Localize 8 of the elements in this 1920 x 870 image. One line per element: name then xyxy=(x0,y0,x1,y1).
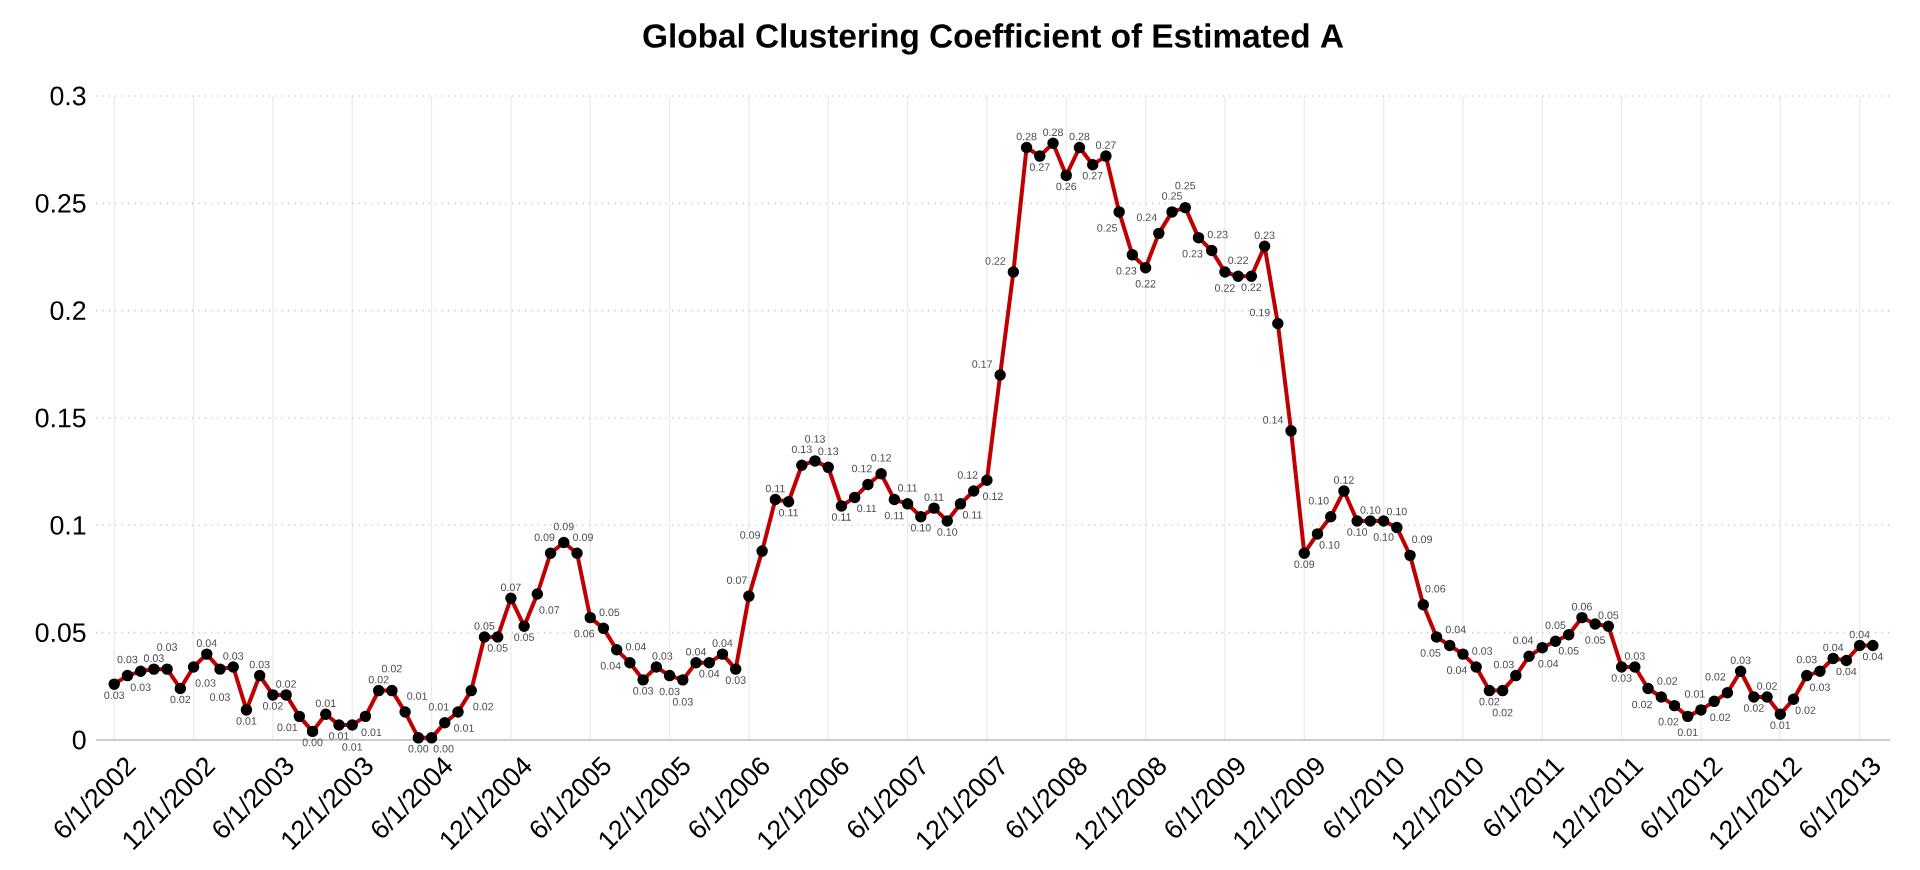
y-tick-label: 0.1 xyxy=(50,515,86,535)
chart-title: Global Clustering Coefficient of Estimated A xyxy=(643,23,1344,55)
y-tick-label: 0.3 xyxy=(50,86,86,106)
y-tick-label: 0.15 xyxy=(35,408,86,428)
y-tick-label: 0.2 xyxy=(50,301,86,321)
y-tick-label: 0.05 xyxy=(35,623,86,643)
y-tick-label: 0 xyxy=(72,730,86,750)
y-tick-label: 0.25 xyxy=(35,193,86,213)
